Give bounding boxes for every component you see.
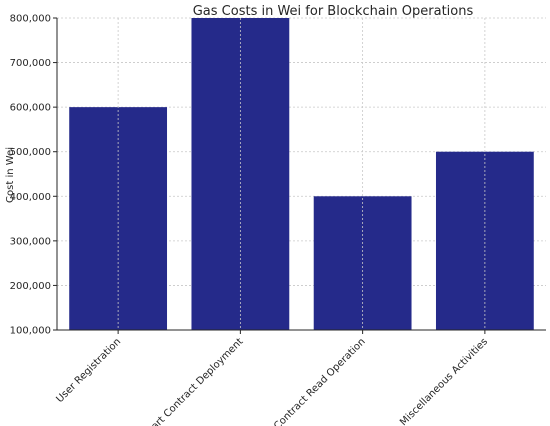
bar [435, 151, 534, 330]
axes [53, 17, 546, 334]
y-tick-label: 700,000 [10, 58, 51, 69]
y-tick-label: 300,000 [10, 236, 51, 247]
y-axis-label: Cost in Wei [5, 147, 16, 203]
vertical-grid-lines [117, 18, 486, 330]
y-tick-label: 500,000 [10, 147, 51, 158]
bars [69, 18, 534, 331]
y-tick-label: 600,000 [10, 103, 51, 114]
y-tick-label: 800,000 [10, 14, 51, 25]
x-tick-label: Smart Contract Deployment [138, 336, 245, 426]
y-tick-labels: 100,000 200,000 300,000 400,000 500,000 600,0… [10, 14, 51, 337]
x-tick-label: User Registration [54, 336, 123, 405]
y-tick-label: 100,000 [10, 326, 51, 337]
x-tick-label: Miscellaneous Activities [398, 336, 490, 426]
y-tick-label: 400,000 [10, 192, 51, 203]
chart-title: Gas Costs in Wei for Blockchain Operatio… [193, 4, 474, 19]
y-tick-label: 200,000 [10, 281, 51, 292]
x-tick-label: Contract Read Operation [272, 336, 368, 426]
x-tick-labels: User Registration Smart Contract Deployme… [54, 336, 490, 426]
